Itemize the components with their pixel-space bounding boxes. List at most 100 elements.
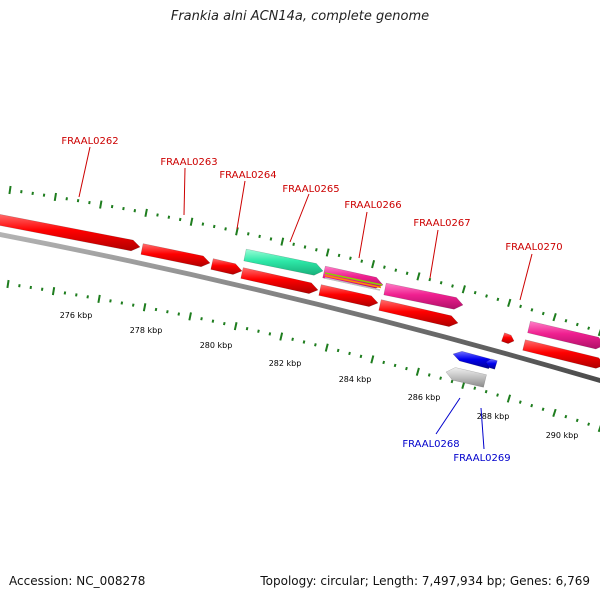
leader-line: [358, 211, 368, 259]
tick-mark: [302, 340, 306, 344]
tick-mark: [439, 281, 443, 285]
tick-mark: [427, 373, 431, 377]
tick-mark: [507, 298, 512, 307]
tick-mark: [451, 284, 454, 288]
tick-mark: [439, 376, 442, 380]
tick-mark: [541, 407, 545, 412]
tick-mark: [575, 418, 579, 423]
leader-line: [236, 180, 246, 230]
gene-arrow: [240, 267, 319, 294]
tick-mark: [496, 393, 499, 397]
leader-line: [519, 253, 533, 301]
tick-mark: [279, 332, 284, 341]
tick-mark: [109, 299, 112, 303]
tick-mark: [360, 259, 364, 263]
tick-mark: [587, 326, 591, 330]
leader-line: [429, 229, 439, 279]
tick-mark: [405, 271, 409, 275]
tick-mark: [6, 279, 10, 289]
tick-mark: [224, 227, 227, 231]
scale-label: 276 kbp: [60, 311, 93, 320]
tick-mark: [280, 237, 285, 246]
tick-mark: [97, 294, 101, 303]
tick-mark: [63, 291, 67, 295]
accession-text: Accession: NC_008278: [9, 574, 146, 588]
tick-mark: [110, 204, 114, 209]
tick-mark: [223, 321, 226, 326]
tick-mark: [552, 312, 557, 322]
tick-mark: [415, 367, 420, 376]
scale-label: 290 kbp: [546, 431, 579, 440]
tick-mark: [99, 200, 103, 209]
tick-mark: [393, 363, 397, 368]
tick-mark: [235, 227, 239, 236]
tick-mark: [86, 295, 89, 299]
tick-mark: [51, 286, 56, 296]
tick-mark: [167, 215, 171, 219]
tick-mark: [245, 326, 249, 331]
labels: 276 kbp 278 kbp 280 kbp 282 kbp 284 kbp 286 k…: [60, 136, 579, 464]
gene-label-forward: FRAAL0265: [282, 184, 339, 195]
tick-mark: [76, 199, 80, 203]
gene-label-reverse: FRAAL0269: [453, 453, 510, 464]
tick-mark: [348, 351, 351, 356]
gene-arrow: [0, 214, 141, 252]
topology-text: Topology: circular; Length: 7,497,934 bp…: [260, 574, 590, 588]
tick-mark: [133, 209, 137, 213]
tick-mark: [473, 386, 477, 390]
gene-stripe: [324, 272, 383, 286]
gene-label-reverse: FRAAL0268: [402, 439, 459, 450]
tick-mark: [597, 423, 600, 433]
gene-arrow: [445, 367, 487, 388]
gene-arrow: [485, 358, 498, 370]
tick-mark: [8, 185, 12, 195]
tick-mark: [530, 308, 534, 312]
tick-mark: [42, 193, 46, 197]
tick-mark: [383, 265, 386, 269]
tick-mark: [575, 322, 579, 327]
scale-label: 278 kbp: [130, 326, 163, 335]
scale-label: 288 kbp: [477, 412, 510, 421]
tick-mark: [189, 217, 194, 226]
tick-mark: [461, 285, 466, 294]
gene-label-forward: FRAAL0267: [413, 218, 470, 229]
tick-mark: [552, 408, 557, 418]
gene-stripe: [324, 274, 382, 289]
gene-arrow: [452, 351, 492, 370]
tick-mark: [131, 303, 135, 307]
tick-mark: [564, 319, 568, 323]
tick-mark: [212, 224, 216, 229]
gene-label-forward: FRAAL0264: [219, 170, 276, 181]
tick-mark: [530, 403, 534, 408]
tick-mark: [394, 268, 398, 272]
tick-mark: [485, 294, 488, 298]
gene-arrow: [378, 299, 459, 327]
tick-mark: [303, 245, 307, 249]
tick-mark: [292, 242, 295, 246]
tick-mark: [371, 260, 376, 269]
tick-mark: [519, 304, 522, 309]
leader-line: [183, 167, 186, 216]
tick-mark: [587, 422, 591, 426]
gene-arrow: [527, 320, 600, 350]
tick-mark: [144, 208, 148, 217]
gene-arrow: [522, 339, 600, 369]
tick-mark: [88, 200, 91, 205]
tick-mark: [541, 311, 545, 316]
gene-arrow: [318, 284, 379, 307]
gene-label-forward: FRAAL0266: [344, 200, 401, 211]
leader-line: [480, 407, 485, 450]
tick-mark: [200, 317, 203, 321]
map-title: Frankia alni ACN14a, complete genome: [170, 9, 430, 24]
tick-mark: [166, 310, 169, 314]
tick-mark: [154, 307, 158, 312]
tick-mark: [142, 303, 147, 312]
tick-mark: [314, 343, 317, 347]
tick-mark: [269, 237, 273, 241]
gene-label-forward: FRAAL0270: [505, 242, 562, 253]
tick-mark: [325, 248, 330, 257]
tick-mark: [75, 293, 78, 297]
label-leader-lines: [78, 146, 533, 450]
tick-mark: [597, 327, 600, 337]
